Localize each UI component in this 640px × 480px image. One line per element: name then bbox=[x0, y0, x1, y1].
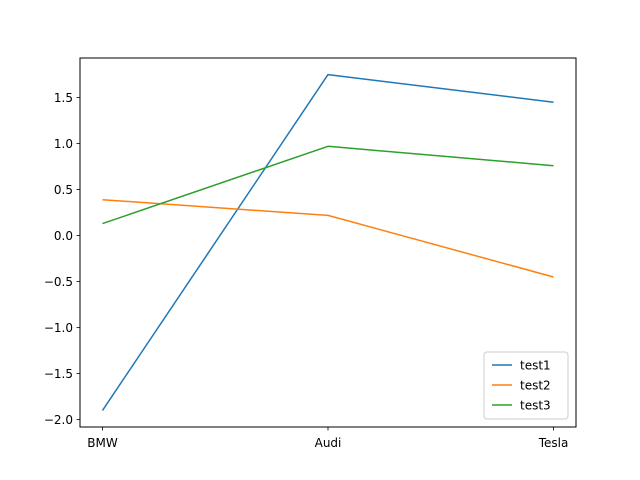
x-tick-label: BMW bbox=[87, 436, 118, 450]
legend-box bbox=[483, 351, 569, 420]
legend-label-test3: test3 bbox=[520, 399, 551, 413]
x-tick-label: Tesla bbox=[538, 436, 569, 450]
series-line-test2 bbox=[102, 198, 554, 278]
legend: test1 test2 test3 bbox=[483, 351, 569, 420]
y-tick-label: 1.5 bbox=[54, 91, 73, 105]
legend-label-test2: test2 bbox=[520, 379, 551, 393]
series-line-test3 bbox=[102, 145, 554, 225]
y-tick-label: −2.0 bbox=[44, 413, 73, 427]
series-line-test1 bbox=[101, 73, 554, 411]
y-tick-label: −1.5 bbox=[44, 367, 73, 381]
y-axis: −2.0 −1.5 −1.0 −0.5 0.0 0.5 1.0 1.5 bbox=[44, 91, 80, 427]
x-axis: BMW Audi Tesla bbox=[87, 427, 568, 450]
y-tick-label: 1.0 bbox=[54, 137, 73, 151]
y-tick-label: −1.0 bbox=[44, 321, 73, 335]
plot-lines bbox=[101, 73, 554, 411]
y-tick-label: 0.0 bbox=[54, 229, 73, 243]
legend-label-test1: test1 bbox=[520, 359, 551, 373]
y-tick-label: −0.5 bbox=[44, 275, 73, 289]
y-tick-label: 0.5 bbox=[54, 183, 73, 197]
x-tick-label: Audi bbox=[315, 436, 342, 450]
